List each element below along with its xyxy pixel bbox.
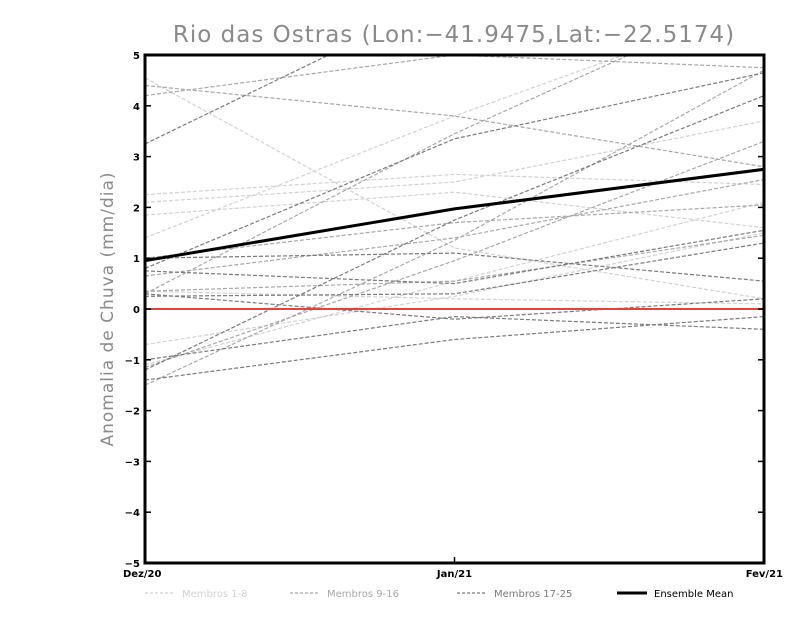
series-line-member-20 xyxy=(145,315,764,361)
y-tick-label: 3 xyxy=(133,153,140,164)
legend-label: Membros 17-25 xyxy=(494,589,572,600)
y-tick-label: −3 xyxy=(125,457,140,468)
series-line-member-15 xyxy=(145,55,764,97)
y-tick-label: 1 xyxy=(133,254,140,265)
plot-area: −5 −4 −3 −2 −1 0 1 2 3 4 5 Dez/20 Jan/21 Fev/21 xyxy=(123,51,783,580)
y-tick-label: −4 xyxy=(125,508,140,519)
series-line-member-3 xyxy=(145,191,764,229)
y-tick-label: 2 xyxy=(133,203,140,214)
series-line-ensemble-mean xyxy=(145,167,764,263)
series-line-member-14 xyxy=(145,69,764,386)
series-line-member-13 xyxy=(145,55,631,295)
legend-label: Membros 1-8 xyxy=(182,589,248,600)
series-line-member-23 xyxy=(145,95,764,371)
y-ticks: −5 −4 −3 −2 −1 0 1 2 3 4 5 xyxy=(125,51,764,570)
y-axis-label: Anomalia de Chuva (mm/dia) xyxy=(98,171,118,446)
series-line-member-21 xyxy=(145,316,764,381)
series-line-member-24 xyxy=(145,242,764,297)
series-line-member-10 xyxy=(145,178,764,277)
series-line-member-7 xyxy=(145,55,626,239)
y-tick-label: −2 xyxy=(125,407,140,418)
legend-label: Ensemble Mean xyxy=(654,589,733,600)
series-line-member-17 xyxy=(145,55,330,145)
series-layer xyxy=(145,55,764,386)
y-tick-label: −5 xyxy=(125,559,140,570)
series-line-member-22 xyxy=(145,252,764,282)
series-line-member-9 xyxy=(145,84,764,168)
series-line-member-18 xyxy=(145,229,764,285)
y-tick-label: 4 xyxy=(133,102,140,113)
series-line-member-4 xyxy=(145,232,764,346)
y-tick-label: 5 xyxy=(133,51,140,62)
series-line-member-5 xyxy=(145,290,764,305)
x-tick-label: Jan/21 xyxy=(436,569,472,580)
series-line-member-8 xyxy=(145,120,764,203)
legend-label: Membros 9-16 xyxy=(327,589,399,600)
legend: Membros 1-8 Membros 9-16 Membros 17-25 Ense… xyxy=(145,589,733,600)
y-tick-label: −1 xyxy=(125,356,140,367)
series-line-member-25 xyxy=(145,72,764,269)
mean-layer xyxy=(145,167,764,263)
series-line-member-11 xyxy=(145,140,764,368)
series-line-member-16 xyxy=(145,234,764,292)
x-tick-label: Fev/21 xyxy=(746,569,783,580)
series-line-member-1 xyxy=(145,77,764,300)
series-line-member-12 xyxy=(145,204,764,259)
chart-title: Rio das Ostras (Lon:−41.9475,Lat:−22.517… xyxy=(173,22,735,48)
series-line-member-19 xyxy=(145,293,764,320)
x-tick-label: Dez/20 xyxy=(123,569,162,580)
y-tick-label: 0 xyxy=(133,305,140,316)
x-ticks: Dez/20 Jan/21 Fev/21 xyxy=(123,557,783,580)
